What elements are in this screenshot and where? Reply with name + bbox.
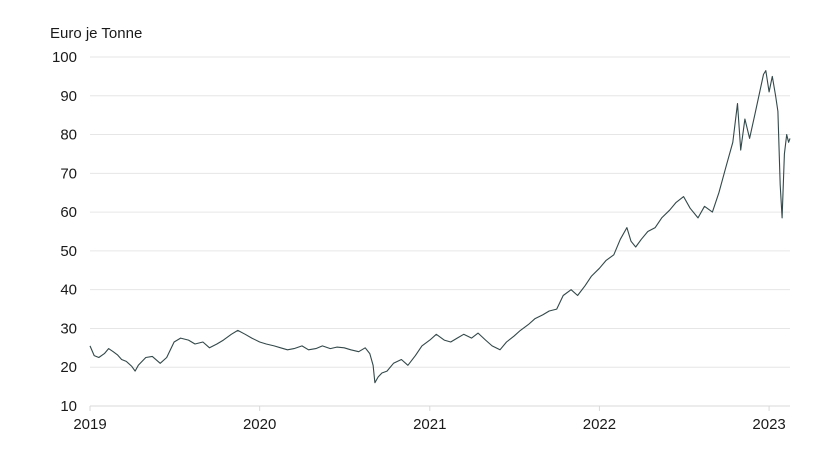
y-axis-label: Euro je Tonne bbox=[50, 25, 142, 42]
x-tick-label: 2021 bbox=[413, 416, 446, 433]
y-tick-labels: 10 20 30 40 50 60 70 80 90 100 bbox=[52, 49, 77, 415]
y-tick-label: 40 bbox=[60, 282, 77, 299]
x-tick-labels: 2019 2020 2021 2022 2023 bbox=[73, 406, 786, 433]
series-lines bbox=[89, 70, 791, 384]
y-tick-label: 30 bbox=[60, 320, 77, 337]
y-tick-label: 80 bbox=[60, 127, 77, 144]
x-tick-label: 2023 bbox=[752, 416, 785, 433]
y-tick-label: 100 bbox=[52, 49, 77, 66]
y-tick-label: 50 bbox=[60, 243, 77, 260]
x-tick-label: 2022 bbox=[583, 416, 616, 433]
x-tick-label: 2019 bbox=[73, 416, 106, 433]
y-tick-label: 70 bbox=[60, 165, 77, 182]
x-tick-label: 2020 bbox=[243, 416, 276, 433]
gridlines bbox=[90, 56, 790, 407]
y-tick-label: 20 bbox=[60, 359, 77, 376]
y-tick-label: 60 bbox=[60, 204, 77, 221]
y-tick-label: 90 bbox=[60, 88, 77, 105]
y-tick-label: 10 bbox=[60, 398, 77, 415]
series-line-0 bbox=[89, 70, 791, 384]
